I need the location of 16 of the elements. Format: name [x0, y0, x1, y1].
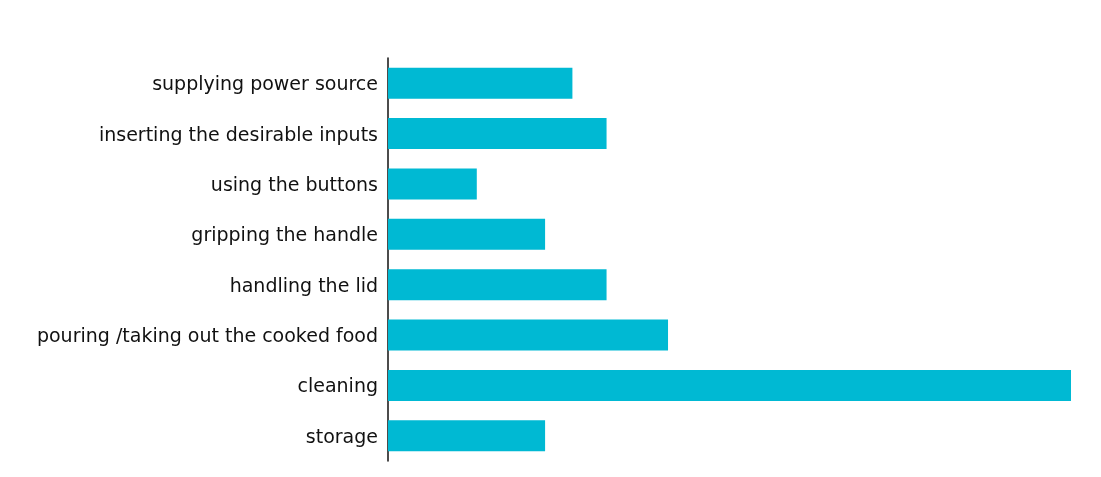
y-tick-label: pouring /taking out the cooked food: [36, 324, 378, 347]
y-tick-label: handling the lid: [229, 273, 378, 296]
y-tick-label: inserting the desirable inputs: [98, 122, 378, 145]
bar: [388, 218, 546, 250]
y-tick-label: storage: [305, 424, 378, 447]
bar: [388, 118, 607, 150]
y-tick-label: using the buttons: [210, 172, 378, 195]
y-tick-label: supplying power source: [152, 72, 378, 95]
bar: [388, 269, 607, 301]
bar: [388, 67, 573, 99]
bar: [388, 369, 1071, 401]
y-tick-label: gripping the handle: [191, 223, 378, 246]
bar: [388, 319, 669, 351]
bar: [388, 420, 546, 452]
bar: [388, 168, 477, 200]
y-tick-label: cleaning: [297, 374, 378, 397]
